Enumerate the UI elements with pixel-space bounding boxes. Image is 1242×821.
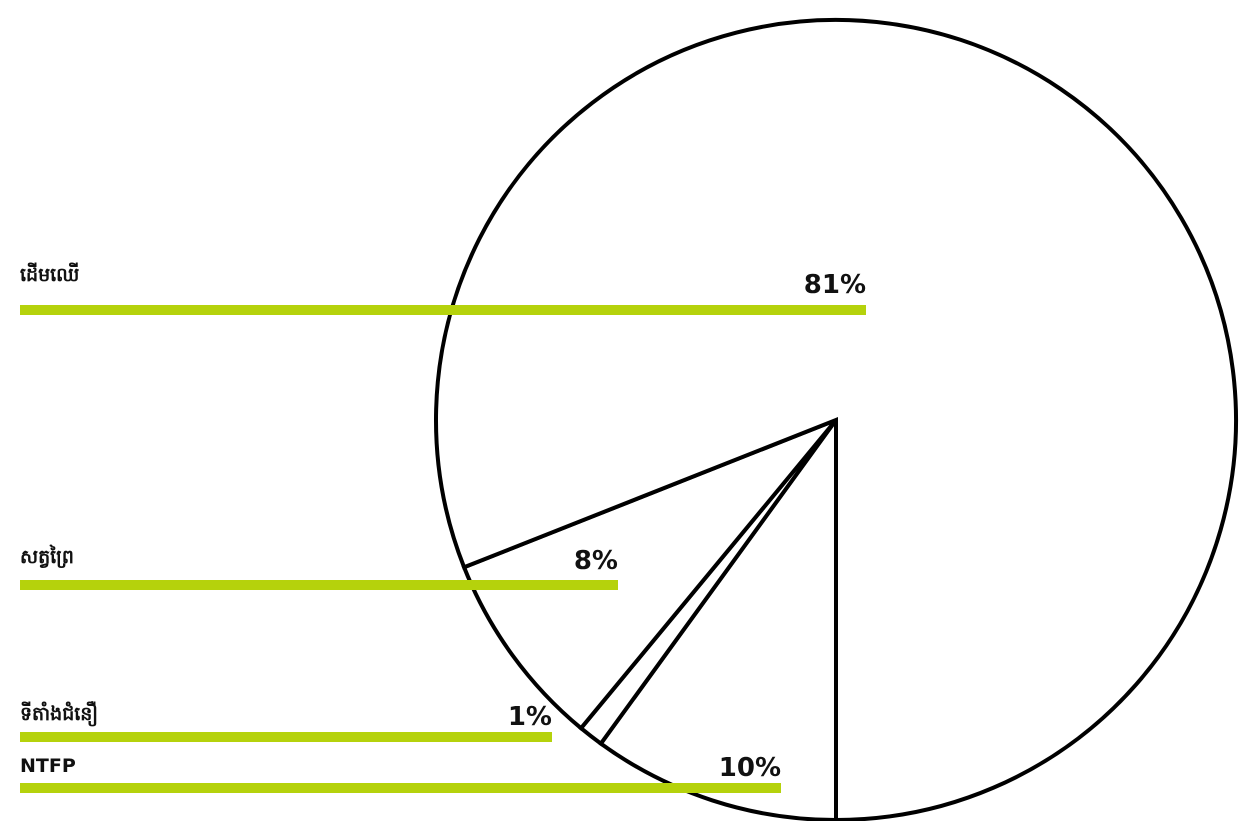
value-label-2: 8% — [574, 546, 618, 576]
pie-slice-2 — [461, 418, 838, 732]
legend-label-1: ដើមឈើ — [20, 262, 79, 286]
pie-slice-4 — [598, 413, 838, 821]
legend-bar-2 — [20, 580, 618, 590]
value-label-4: 10% — [719, 753, 781, 783]
value-label-1: 81% — [804, 270, 866, 300]
legend-bar-1 — [20, 305, 866, 315]
legend-label-2: សត្វព្រៃ — [20, 544, 74, 568]
value-label-3: 1% — [508, 702, 552, 732]
legend-bar-3 — [20, 732, 552, 742]
legend-label-3: ទីតាំងជំនឿ — [20, 701, 98, 727]
legend-label-4: NTFP — [20, 755, 76, 777]
legend-bar-4 — [20, 783, 781, 793]
pie-slice-1 — [434, 18, 1238, 821]
